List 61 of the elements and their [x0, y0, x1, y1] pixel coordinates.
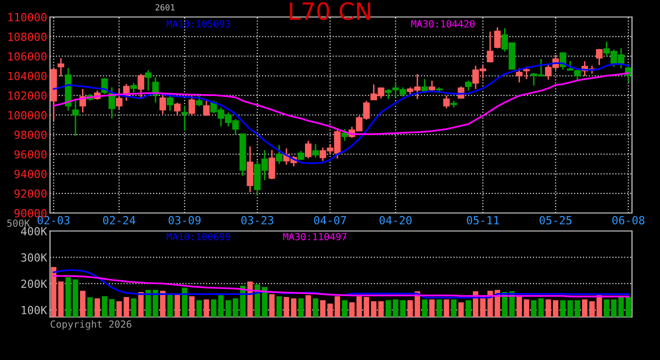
x-tick-label: 04-20	[380, 216, 412, 224]
candlestick	[312, 143, 319, 158]
line-series	[52, 275, 630, 298]
x-tick-label: 04-07	[314, 216, 346, 224]
candlestick	[516, 68, 523, 84]
y-tick-label: 102000	[8, 91, 47, 100]
y-tick-label: 98000	[14, 130, 47, 140]
y-tick-label: 104000	[8, 72, 47, 80]
y-tick-label: 90000	[14, 209, 47, 218]
candlestick	[174, 102, 181, 116]
candlestick	[341, 128, 348, 142]
chart-subtitle: 2601	[156, 4, 174, 10]
x-tick-label: 05-11	[466, 216, 499, 224]
y-tick-label: 106000	[8, 52, 47, 61]
y-tick-label: 110000	[8, 13, 47, 22]
text: MA30:104420	[411, 20, 475, 28]
candlestick	[138, 73, 144, 98]
text: MA10:105093	[166, 20, 230, 28]
candlestick	[421, 78, 428, 94]
candlestick	[116, 88, 122, 110]
y-tick-label: 300K	[21, 253, 48, 262]
y-tick-label: 100000	[8, 111, 47, 120]
x-tick-label: 02-24	[103, 216, 136, 224]
candlestick	[188, 93, 196, 116]
y-tick-label: 92000	[14, 189, 47, 198]
candlestick	[246, 146, 254, 193]
candlestick	[465, 80, 472, 92]
y-tick-label: 96000	[14, 150, 47, 159]
x-tick-label: 03-23	[241, 216, 274, 224]
x-tick-label: 05-25	[540, 216, 572, 224]
candlestick	[268, 149, 276, 180]
candlestick	[166, 93, 174, 112]
y-tick-label: 100K	[22, 306, 48, 314]
y-tick-label: 108000	[8, 32, 47, 42]
candlestick	[72, 100, 79, 136]
chart-title: L70 CN	[290, 2, 370, 20]
y-tick-label: 400K	[21, 227, 48, 236]
text: MA10:100699	[166, 232, 230, 240]
candlestick	[276, 144, 282, 165]
x-tick-label: 02-03	[38, 216, 70, 224]
line-series	[52, 269, 630, 298]
candlestick	[203, 98, 210, 116]
candlestick	[159, 92, 166, 115]
x-tick-label: 06-08	[612, 216, 644, 224]
candlestick	[196, 95, 202, 107]
candlestick	[58, 57, 64, 78]
candlestick	[130, 82, 137, 94]
text: 500K	[7, 219, 30, 227]
candlestick	[523, 66, 530, 80]
candlestick	[443, 95, 450, 110]
candlestick	[181, 105, 188, 132]
y-tick-label: 200K	[21, 280, 48, 288]
candlestick	[486, 30, 494, 64]
candlestick	[596, 48, 603, 66]
text: Copyright 2026	[50, 320, 132, 330]
x-tick-label: 03-09	[168, 216, 201, 224]
candlestick	[304, 140, 312, 160]
candlestick	[144, 69, 152, 92]
y-tick-label: 94000	[14, 170, 47, 178]
text: MA30:110497	[283, 232, 346, 240]
candlestick	[494, 26, 501, 49]
